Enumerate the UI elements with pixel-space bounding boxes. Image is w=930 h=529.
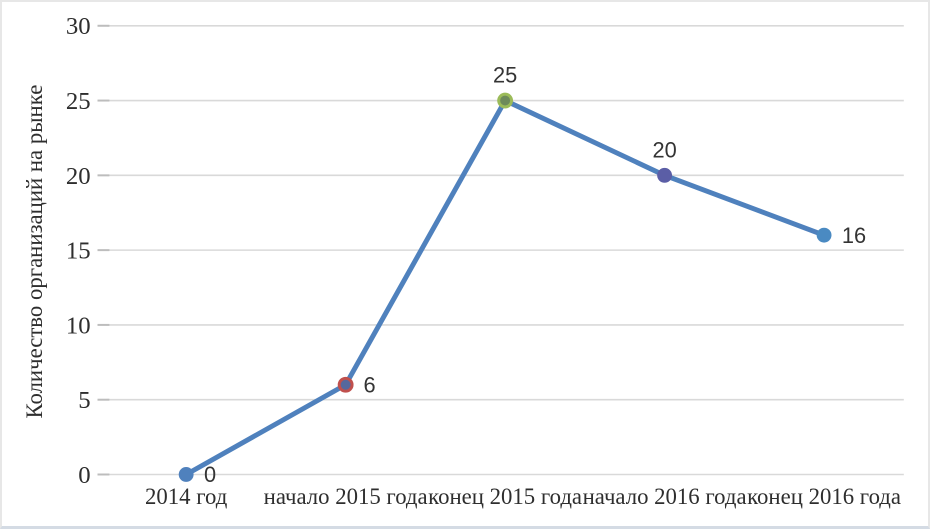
data-point-marker (657, 167, 673, 183)
x-tick-label: конец 2016 года (747, 484, 901, 509)
data-point-marker (178, 467, 194, 482)
data-point-label: 20 (652, 138, 676, 163)
y-tick-label: 30 (66, 13, 91, 40)
y-tick-label: 20 (66, 163, 91, 190)
x-axis-tick-labels: 2014 год начало 2015 года конец 2015 года н… (145, 484, 901, 509)
y-tick-label: 15 (66, 238, 91, 265)
x-tick-label: 2014 год (145, 484, 228, 509)
y-axis-tick-labels: 0 5 10 15 20 25 30 (66, 13, 91, 489)
x-tick-label: конец 2015 года (428, 484, 582, 509)
x-tick-label: начало 2016 года (583, 484, 747, 509)
data-point-labels: 0 6 25 20 16 (204, 63, 866, 487)
y-tick-label: 25 (66, 88, 91, 115)
data-point-label: 6 (363, 372, 375, 397)
gridlines (97, 24, 904, 476)
y-tick-label: 10 (66, 312, 91, 339)
x-tick-label: начало 2015 года (264, 484, 428, 509)
series-line (183, 98, 827, 477)
y-tick-label: 5 (78, 387, 90, 414)
data-point-marker (816, 227, 832, 243)
data-point-marker (337, 376, 354, 393)
y-tick-label: 0 (78, 462, 90, 489)
data-point-marker (497, 92, 514, 109)
data-series (178, 92, 832, 482)
data-point-label: 25 (493, 63, 517, 88)
data-point-label: 16 (842, 223, 866, 248)
y-axis-title: Количество организаций на рынке (22, 85, 47, 419)
data-point-label: 0 (204, 462, 216, 487)
